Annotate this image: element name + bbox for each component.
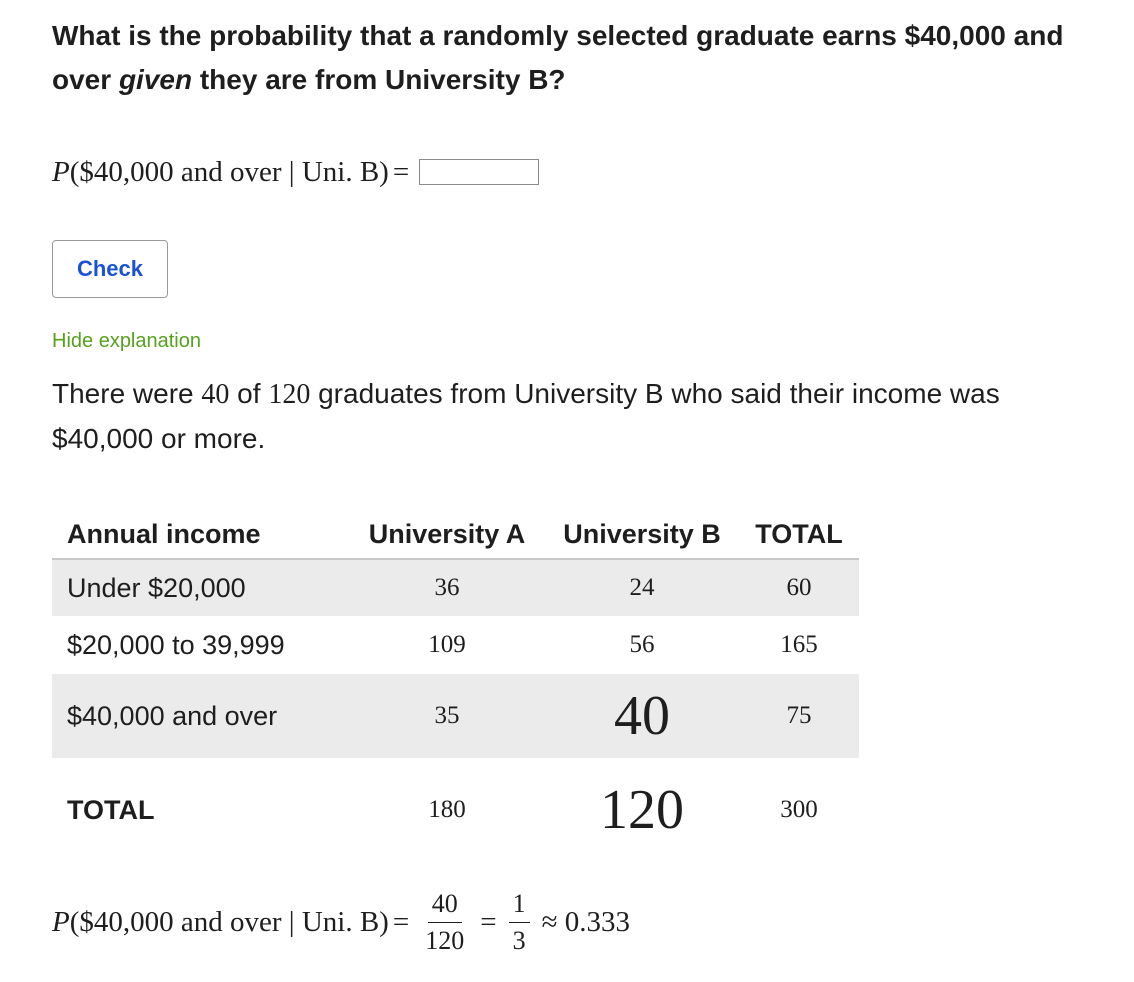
equals-sign: = (392, 156, 410, 188)
equals-sign: = (480, 905, 497, 938)
column-header-annual-income: Annual income (52, 510, 349, 560)
explanation-part: There were (52, 378, 202, 409)
fraction-denominator: 120 (425, 925, 465, 955)
cell-university-b: 24 (545, 559, 739, 616)
check-button[interactable]: Check (52, 240, 168, 298)
probability-equation: P ($40,000 and over | Uni. B) = (52, 152, 540, 192)
fraction-denominator: 3 (512, 925, 526, 955)
explanation-part: graduates from University B who said the… (52, 378, 1000, 454)
column-header-university-a: University A (349, 510, 545, 560)
column-header-university-b: University B (545, 510, 739, 560)
cell-university-a: 109 (428, 631, 466, 658)
question-emphasis: given (118, 64, 193, 95)
table-row: Under $20,000 36 24 60 (52, 559, 859, 616)
table-row: $40,000 and over 35 40 75 (52, 674, 859, 758)
column-header-total: TOTAL (739, 510, 859, 560)
cell-university-b-highlighted: 120 (600, 779, 684, 841)
fraction-numerator: 40 (427, 889, 462, 923)
hide-explanation-link[interactable]: Hide explanation (52, 330, 201, 352)
approximate-value: ≈ 0.333 (541, 905, 630, 938)
solution-equation: P ($40,000 and over | Uni. B) = 40 120 = … (52, 884, 634, 960)
row-label: $40,000 and over (52, 674, 349, 758)
cell-total: 60 (739, 559, 859, 616)
cell-total: 75 (739, 674, 859, 758)
equals-sign: = (392, 905, 410, 938)
fraction-1-over-3: 1 3 (508, 889, 530, 956)
explanation-text: There were 40 of 120 graduates from Univ… (52, 372, 1102, 461)
fraction-numerator: 1 (508, 889, 530, 923)
answer-input[interactable] (419, 159, 540, 185)
row-label: $20,000 to 39,999 (67, 629, 285, 660)
probability-argument: ($40,000 and over | Uni. B) (69, 156, 389, 188)
cell-university-b: 56 (629, 631, 655, 658)
cell-university-a: 36 (349, 559, 545, 616)
question-prefix: What is the probability that a randomly … (52, 20, 1064, 95)
table-row: TOTAL 180 120 300 (52, 758, 859, 862)
explanation-number: 120 (268, 379, 311, 410)
table-row: $20,000 to 39,999 109 56 165 (52, 616, 859, 674)
cell-total: 165 (780, 631, 818, 658)
income-table: Annual income University A University B … (52, 510, 859, 862)
question-suffix: they are from University B? (192, 64, 566, 95)
probability-symbol: P (52, 156, 70, 188)
probability-argument: ($40,000 and over | Uni. B) (69, 905, 389, 938)
cell-university-b-highlighted: 40 (545, 674, 739, 758)
explanation-part: of (229, 378, 269, 409)
probability-symbol: P (52, 905, 70, 938)
fraction-40-over-120: 40 120 (421, 889, 468, 956)
question-text: What is the probability that a randomly … (52, 14, 1102, 102)
explanation-number: 40 (201, 379, 230, 410)
table-header-row: Annual income University A University B … (52, 510, 859, 560)
cell-university-a: 35 (349, 674, 545, 758)
row-label: Under $20,000 (52, 559, 349, 616)
cell-total: 300 (780, 796, 818, 823)
cell-university-a: 180 (428, 796, 466, 823)
row-label-total: TOTAL (67, 794, 155, 825)
